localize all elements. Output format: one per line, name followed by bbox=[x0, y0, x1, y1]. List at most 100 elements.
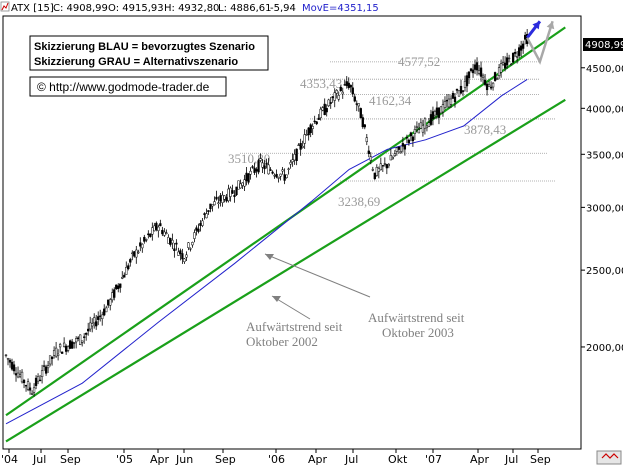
candle-body bbox=[309, 124, 312, 134]
candle-body bbox=[60, 351, 64, 354]
moving-average-value: MovE=4351,15 bbox=[302, 3, 379, 14]
candle-body bbox=[99, 315, 102, 317]
candle-body bbox=[271, 171, 274, 174]
candle-body bbox=[423, 118, 427, 129]
candle-body bbox=[183, 258, 186, 262]
trend-2003-label-1: Aufwärtstrend seit bbox=[368, 310, 465, 325]
candle-body bbox=[221, 194, 224, 203]
candle-body bbox=[239, 183, 242, 189]
x-tick-label: Jun bbox=[175, 453, 193, 465]
candle-body bbox=[79, 334, 82, 345]
candle-body bbox=[467, 71, 471, 79]
candle-body bbox=[121, 276, 124, 279]
candle-body bbox=[107, 299, 110, 306]
candle-body bbox=[519, 45, 523, 51]
candle-body bbox=[44, 366, 48, 374]
x-tick-label: '04 bbox=[1, 453, 18, 465]
candle-body bbox=[219, 195, 222, 202]
candle-body bbox=[125, 267, 128, 275]
symbol-label: ATX [15] bbox=[11, 3, 54, 14]
candle-body bbox=[299, 143, 302, 150]
candle-body bbox=[133, 251, 136, 257]
candle-body bbox=[91, 323, 94, 327]
candle-body bbox=[455, 88, 459, 91]
candle-body bbox=[113, 289, 116, 298]
candle-body bbox=[70, 341, 74, 349]
candle-body bbox=[427, 122, 431, 128]
candle-body bbox=[305, 134, 308, 136]
candle-body bbox=[401, 143, 405, 147]
candle-body bbox=[229, 187, 232, 197]
y-axis-ticks: 2000,00 2500,00 3000,00 3500,00 4000,00 4500,… bbox=[581, 64, 623, 354]
level-label: 4577,52 bbox=[398, 54, 440, 69]
candle-body bbox=[187, 242, 190, 248]
candle-body bbox=[257, 160, 260, 173]
candle-body bbox=[293, 153, 296, 161]
candle-body bbox=[237, 180, 240, 190]
support-resistance-levels: 4577,52 4353,43 4162,34 3878,43 3510,80 3238,… bbox=[228, 54, 555, 209]
y-tick-label: 3000,00 bbox=[586, 203, 623, 214]
candle-body bbox=[58, 344, 62, 348]
candle-body bbox=[66, 346, 70, 351]
x-tick-label: Apr bbox=[470, 453, 490, 465]
candle-body bbox=[431, 111, 435, 120]
change-value: -5,94 bbox=[270, 3, 296, 14]
candle-body bbox=[167, 237, 170, 244]
candle-body bbox=[83, 336, 86, 338]
scenario-line bbox=[526, 20, 554, 65]
candle-body bbox=[397, 146, 401, 150]
candle-body bbox=[285, 174, 288, 178]
candle-body bbox=[105, 307, 108, 313]
candle-body bbox=[433, 111, 437, 116]
trend-2002-label-2: Oktober 2002 bbox=[246, 334, 318, 349]
candle-body bbox=[373, 172, 376, 179]
candle-body bbox=[521, 43, 525, 49]
candle-body bbox=[129, 259, 132, 263]
candle-body bbox=[475, 62, 479, 71]
candle-body bbox=[50, 356, 54, 359]
chart-settings-button[interactable] bbox=[596, 450, 622, 465]
candle-body bbox=[477, 70, 481, 74]
candle-body bbox=[415, 126, 419, 128]
candle-body bbox=[223, 195, 226, 200]
candle-body bbox=[421, 124, 425, 133]
copyright-link[interactable]: © http://www.godmode-trader.de bbox=[37, 80, 210, 94]
last-price-value: 4908,99 bbox=[585, 40, 623, 51]
candle-body bbox=[379, 163, 382, 171]
candle-body bbox=[443, 101, 447, 108]
candle-body bbox=[403, 144, 407, 150]
candle-body bbox=[453, 96, 457, 103]
candle-body bbox=[297, 144, 300, 147]
candle-body bbox=[341, 91, 344, 95]
candle-body bbox=[137, 251, 140, 254]
candle-body bbox=[14, 373, 18, 376]
candle-body bbox=[235, 186, 238, 196]
candle-body bbox=[4, 354, 8, 357]
candle-body bbox=[217, 202, 220, 205]
candle-body bbox=[157, 226, 160, 231]
candle-body bbox=[377, 168, 380, 172]
candle-body bbox=[30, 393, 34, 395]
x-axis-ticks: '04 Jul Sep '05 Apr Jun Sep '06 Apr Jul Okt '07 Apr J… bbox=[1, 449, 551, 465]
candle-body bbox=[411, 136, 415, 142]
candle-body bbox=[163, 231, 166, 236]
candle-body bbox=[463, 80, 467, 88]
candle-body bbox=[119, 283, 122, 288]
candle-body bbox=[251, 166, 254, 168]
level-label: 4353,43 bbox=[300, 76, 342, 91]
candle-body bbox=[315, 121, 318, 125]
candle-body bbox=[405, 137, 409, 139]
candle-body bbox=[28, 387, 32, 391]
candle-body bbox=[87, 328, 90, 332]
candle-body bbox=[159, 223, 162, 227]
moving-average-line bbox=[5, 78, 528, 425]
candle-body bbox=[333, 92, 336, 101]
candle-body bbox=[361, 117, 364, 128]
candle-body bbox=[161, 229, 164, 235]
candle-body bbox=[127, 265, 130, 270]
candle-body bbox=[471, 69, 475, 74]
candle-body bbox=[509, 63, 513, 66]
candle-body bbox=[295, 148, 298, 161]
candle-body bbox=[62, 342, 66, 347]
candle-body bbox=[209, 203, 212, 210]
